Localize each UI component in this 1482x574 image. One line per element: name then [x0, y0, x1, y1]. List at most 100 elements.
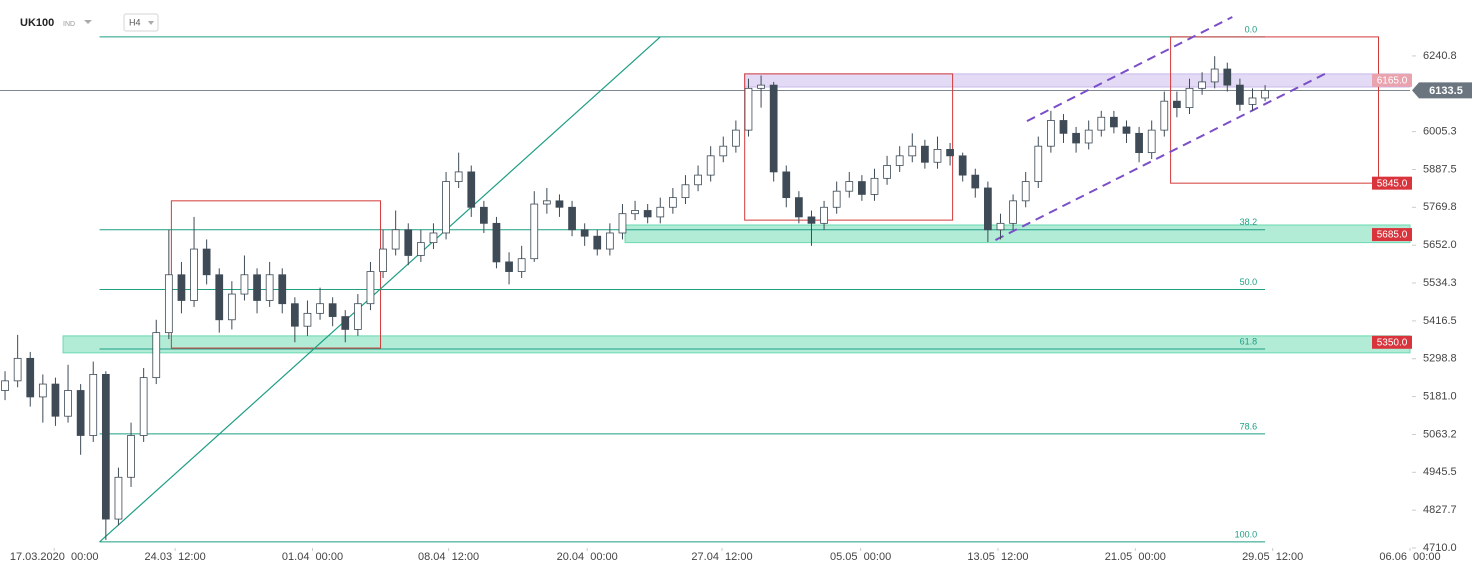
candle-body — [1198, 81, 1206, 89]
candle-body — [1261, 90, 1269, 99]
candle-body — [164, 274, 173, 334]
candle-body — [542, 200, 551, 205]
candle-body — [479, 206, 488, 224]
candle-body — [404, 229, 413, 256]
fib-label: 100.0 — [1235, 529, 1258, 539]
candle-body — [1210, 68, 1219, 83]
y-tick-label: 5534.3 — [1423, 277, 1457, 289]
box — [744, 73, 954, 221]
candle-body — [76, 390, 85, 436]
candle-body — [883, 165, 891, 179]
zone — [62, 335, 1411, 354]
candle-body — [694, 174, 702, 186]
candle-body — [1097, 116, 1106, 131]
last-price-label: 6133.5 — [1429, 85, 1463, 97]
fib-label: 38.2 — [1240, 217, 1258, 227]
dropdown-arrow[interactable] — [148, 21, 154, 25]
candle-body — [769, 84, 778, 173]
candle-body — [114, 476, 123, 520]
candle-body — [1248, 97, 1257, 105]
candle-body — [253, 274, 261, 301]
candle-body — [1223, 68, 1232, 86]
candle-body — [895, 155, 904, 166]
y-tick-label: 5063.2 — [1423, 428, 1457, 440]
candle-body — [1021, 181, 1030, 202]
candle-body — [845, 181, 854, 192]
symbol-type[interactable]: IND — [63, 21, 75, 28]
y-tick-label: 4710.0 — [1423, 542, 1457, 554]
candle-body — [807, 216, 816, 224]
candle-body — [429, 232, 438, 244]
x-tick-label: 06.06 00:00 — [1379, 551, 1440, 563]
candle-body — [643, 210, 652, 218]
fib-label: 0.0 — [1245, 24, 1258, 34]
candle-body — [681, 184, 690, 199]
y-tick-label: 5416.5 — [1423, 315, 1457, 327]
candle-body — [278, 274, 287, 305]
price-tag-label: 6165.0 — [1377, 75, 1408, 86]
candle-body — [996, 222, 1005, 231]
x-tick-label: 24.03 12:00 — [145, 551, 206, 563]
timeframe[interactable]: H4 — [129, 17, 141, 27]
candle-body — [631, 210, 639, 215]
symbol: UK100 — [20, 17, 54, 29]
candle-body — [870, 177, 879, 195]
candle-body — [984, 187, 992, 231]
candle-body — [555, 200, 564, 208]
candle-body — [328, 303, 337, 317]
price-tag — [1372, 335, 1412, 349]
candle-body — [782, 171, 791, 199]
candle-body — [719, 145, 728, 157]
candle-body — [669, 197, 677, 208]
candle-body — [1135, 132, 1143, 154]
candle-body — [946, 149, 954, 157]
price-tag-label: 5685.0 — [1377, 230, 1408, 241]
trendline — [1026, 16, 1233, 123]
price-tag — [1372, 73, 1412, 87]
candle-body — [26, 357, 35, 398]
x-tick-label: 13.05 12:00 — [967, 551, 1028, 563]
candle-body — [89, 374, 98, 436]
fib-label: 78.6 — [1240, 421, 1258, 431]
box — [1170, 36, 1379, 184]
candle-body — [505, 261, 513, 272]
candle-body — [1047, 120, 1055, 147]
timeframe-box[interactable] — [123, 13, 159, 32]
candle-body — [1034, 145, 1043, 182]
candle-body — [656, 206, 665, 218]
candle-body — [303, 312, 312, 327]
candle-body — [38, 383, 47, 398]
y-tick-label: 5887.5 — [1423, 163, 1457, 175]
candle-body — [101, 374, 110, 520]
candle-body — [933, 149, 942, 163]
x-tick-label: 17.03.2020 00:00 — [10, 551, 99, 563]
dropdown-arrow[interactable] — [84, 20, 92, 24]
y-tick-label: 4945.5 — [1423, 466, 1457, 478]
candle-body — [958, 155, 967, 176]
x-tick-label: 27.04 12:00 — [691, 551, 752, 563]
candle-body — [215, 274, 224, 321]
candle-body — [1110, 116, 1118, 128]
candle-body — [13, 357, 22, 382]
y-tick-label: 4827.7 — [1423, 504, 1457, 516]
candle-body — [820, 206, 828, 224]
x-tick-label: 29.05 12:00 — [1242, 551, 1303, 563]
price-tag — [1372, 176, 1412, 190]
candle-body — [744, 87, 753, 131]
fib-label: 61.8 — [1240, 336, 1258, 346]
candle-body — [1160, 100, 1169, 131]
price-tag-label: 5350.0 — [1377, 337, 1408, 348]
last-price-tag — [1412, 82, 1472, 99]
candle-body — [1009, 200, 1017, 224]
candle-body — [152, 332, 161, 379]
x-tick-label: 21.05 00:00 — [1105, 551, 1166, 563]
candle-body — [227, 293, 236, 321]
candle-body — [202, 248, 211, 276]
x-tick-label: 08.04 12:00 — [418, 551, 479, 563]
candle-body — [795, 197, 803, 218]
candle-body — [832, 190, 841, 208]
candle-body — [127, 435, 135, 478]
candle-body — [139, 377, 148, 436]
candle-body — [190, 248, 198, 301]
candle-body — [1147, 129, 1156, 154]
